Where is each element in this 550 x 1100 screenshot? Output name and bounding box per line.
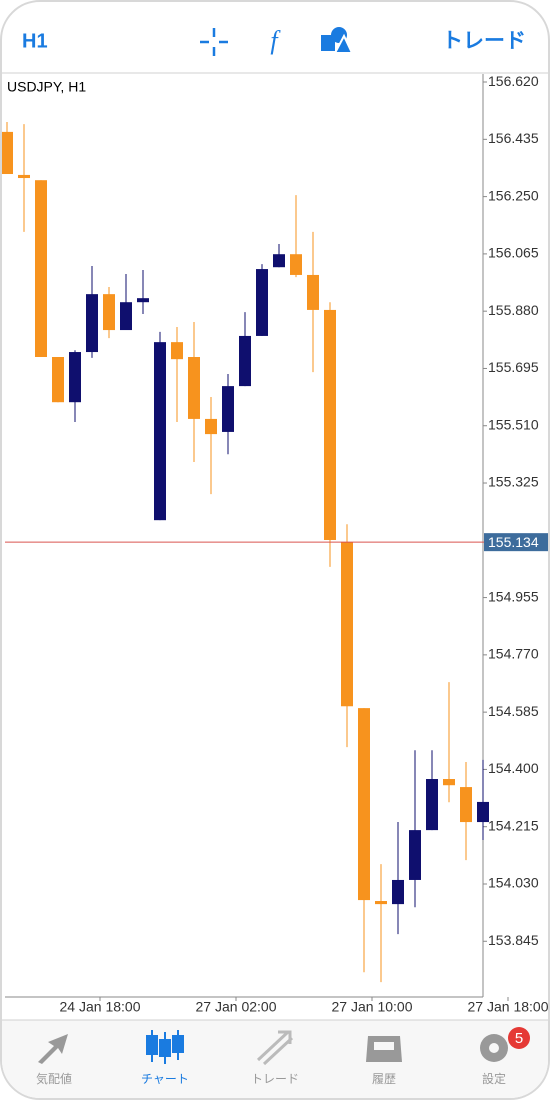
candle-body <box>392 879 404 905</box>
x-tick-label: 27 Jan 02:00 <box>196 999 277 1015</box>
badge-count: 5 <box>515 1030 523 1047</box>
indicator-icon[interactable]: f <box>270 26 281 55</box>
y-tick-label: 153.845 <box>488 932 539 948</box>
candle-body <box>324 309 336 540</box>
y-tick-label: 156.435 <box>488 130 539 146</box>
settings-icon[interactable] <box>480 1034 508 1062</box>
candle-body <box>341 542 353 707</box>
y-tick-label: 154.215 <box>488 817 539 833</box>
x-tick-label: 27 Jan 18:00 <box>468 999 548 1015</box>
y-tick-label: 155.695 <box>488 359 539 375</box>
candle-body <box>188 356 200 419</box>
candle-body <box>35 180 47 357</box>
candle-body <box>171 342 183 360</box>
chart-title: USDJPY, H1 <box>7 79 86 95</box>
candle-body <box>460 787 472 823</box>
trade-icon[interactable] <box>256 1030 294 1066</box>
candle-body <box>443 779 455 786</box>
tab-bar <box>2 1020 548 1098</box>
current-price-box <box>484 533 548 552</box>
y-tick-label: 154.585 <box>488 703 539 719</box>
trade-button[interactable]: トレード <box>442 30 526 53</box>
candle-body <box>2 131 13 175</box>
y-tick-label: 154.400 <box>488 760 539 776</box>
y-tick-label: 155.325 <box>488 474 539 490</box>
x-tick-label: 24 Jan 18:00 <box>60 999 141 1015</box>
candle-body <box>273 254 285 268</box>
y-tick-label: 154.030 <box>488 875 539 891</box>
chart-icon[interactable] <box>146 1030 184 1064</box>
objects-icon[interactable] <box>321 27 354 54</box>
candle-body <box>154 342 166 521</box>
y-tick-label: 154.770 <box>488 646 539 662</box>
y-tick-label: 155.880 <box>488 302 539 318</box>
candle-body <box>239 335 251 387</box>
quotes-icon[interactable] <box>38 1034 68 1064</box>
y-tick-label: 155.510 <box>488 416 539 432</box>
candle-body <box>103 294 115 331</box>
timeframe-button[interactable]: H1 <box>22 30 48 52</box>
candle-body <box>290 254 302 275</box>
candle-body <box>477 801 489 823</box>
candle-body <box>409 830 421 880</box>
tab-label[interactable]: 気配値 <box>36 1071 72 1086</box>
current-price-label: 155.134 <box>488 534 539 550</box>
tab-label[interactable]: トレード <box>251 1072 299 1086</box>
candle-body <box>18 174 30 179</box>
candle-body <box>256 269 268 336</box>
tab-label[interactable]: チャート <box>141 1072 189 1086</box>
candle-body <box>307 274 319 310</box>
x-tick-label: 27 Jan 10:00 <box>332 999 413 1015</box>
badge <box>508 1027 530 1049</box>
history-icon[interactable] <box>366 1036 402 1062</box>
candle-body <box>120 302 132 331</box>
candle-body <box>426 779 438 831</box>
crosshair-icon[interactable] <box>200 28 228 56</box>
tab-label[interactable]: 設定 <box>482 1071 506 1086</box>
y-tick-label: 156.620 <box>488 73 539 89</box>
y-tick-label: 154.955 <box>488 588 539 604</box>
candle-body <box>86 294 98 353</box>
candle-body <box>358 708 370 901</box>
tab-label[interactable]: 履歴 <box>372 1072 396 1086</box>
y-tick-label: 156.250 <box>488 187 539 203</box>
candle-body <box>137 298 149 303</box>
candle-body <box>69 352 81 403</box>
candle-body <box>375 901 387 905</box>
y-tick-label: 156.065 <box>488 245 539 261</box>
candle-body <box>205 418 217 435</box>
candle-body <box>52 356 64 403</box>
candle-body <box>222 386 234 432</box>
